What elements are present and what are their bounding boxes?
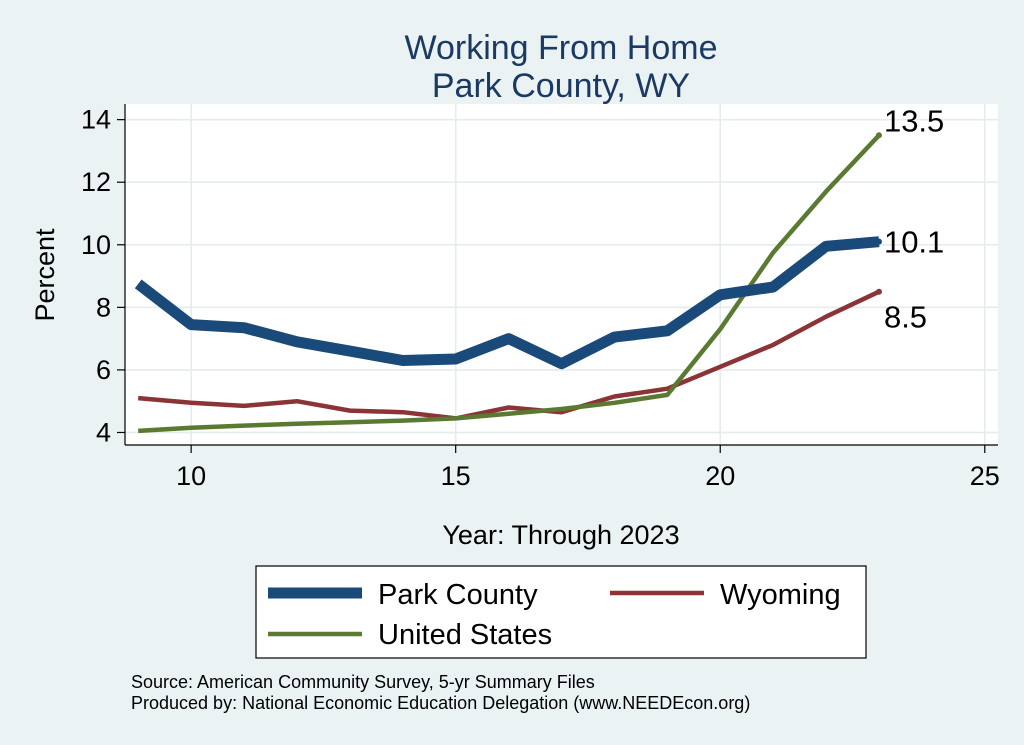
legend-label-park-county: Park County bbox=[378, 579, 538, 611]
series-line-park-county bbox=[134, 236, 880, 370]
legend-label-united-states: United States bbox=[378, 619, 552, 651]
end-labels: 10.1 8.5 13.5 bbox=[884, 103, 944, 334]
x-tick-label-15: 15 bbox=[441, 461, 471, 491]
y-tick-label-10: 10 bbox=[81, 230, 111, 260]
x-tick-label-20: 20 bbox=[705, 461, 735, 491]
y-tick-label-6: 6 bbox=[96, 355, 111, 385]
source-note: Source: American Community Survey, 5-yr … bbox=[131, 672, 595, 692]
end-point-park-county bbox=[875, 238, 882, 245]
grid-lines bbox=[125, 104, 998, 445]
chart-title-line-1: Working From Home bbox=[405, 29, 718, 67]
y-axis-title: Percent bbox=[30, 228, 60, 322]
end-point-united-states bbox=[875, 132, 882, 139]
x-tick-label-25: 25 bbox=[970, 461, 1000, 491]
producer-note: Produced by: National Economic Education… bbox=[131, 693, 750, 713]
series-line-united-states bbox=[138, 133, 881, 434]
series-lines bbox=[134, 132, 882, 434]
axis-ticks: 4 6 8 10 12 14 10 15 20 25 bbox=[81, 105, 1000, 491]
legend-label-wyoming: Wyoming bbox=[720, 579, 841, 611]
chart-title-line-2: Park County, WY bbox=[432, 67, 690, 105]
legend-box bbox=[255, 565, 867, 659]
end-label-park-county: 10.1 bbox=[884, 225, 944, 260]
x-tick-label-10: 10 bbox=[176, 461, 206, 491]
end-point-wyoming bbox=[875, 288, 882, 295]
series-line-wyoming bbox=[138, 289, 880, 421]
legend: Park County Wyoming United States bbox=[255, 565, 867, 659]
y-tick-label-12: 12 bbox=[81, 167, 111, 197]
plot-area bbox=[125, 104, 998, 445]
x-axis-title: Year: Through 2023 bbox=[442, 520, 679, 550]
end-label-united-states: 13.5 bbox=[884, 103, 944, 138]
y-tick-label-14: 14 bbox=[81, 105, 111, 135]
y-tick-label-8: 8 bbox=[96, 292, 111, 322]
y-tick-label-4: 4 bbox=[96, 417, 111, 447]
end-label-wyoming: 8.5 bbox=[884, 300, 927, 335]
